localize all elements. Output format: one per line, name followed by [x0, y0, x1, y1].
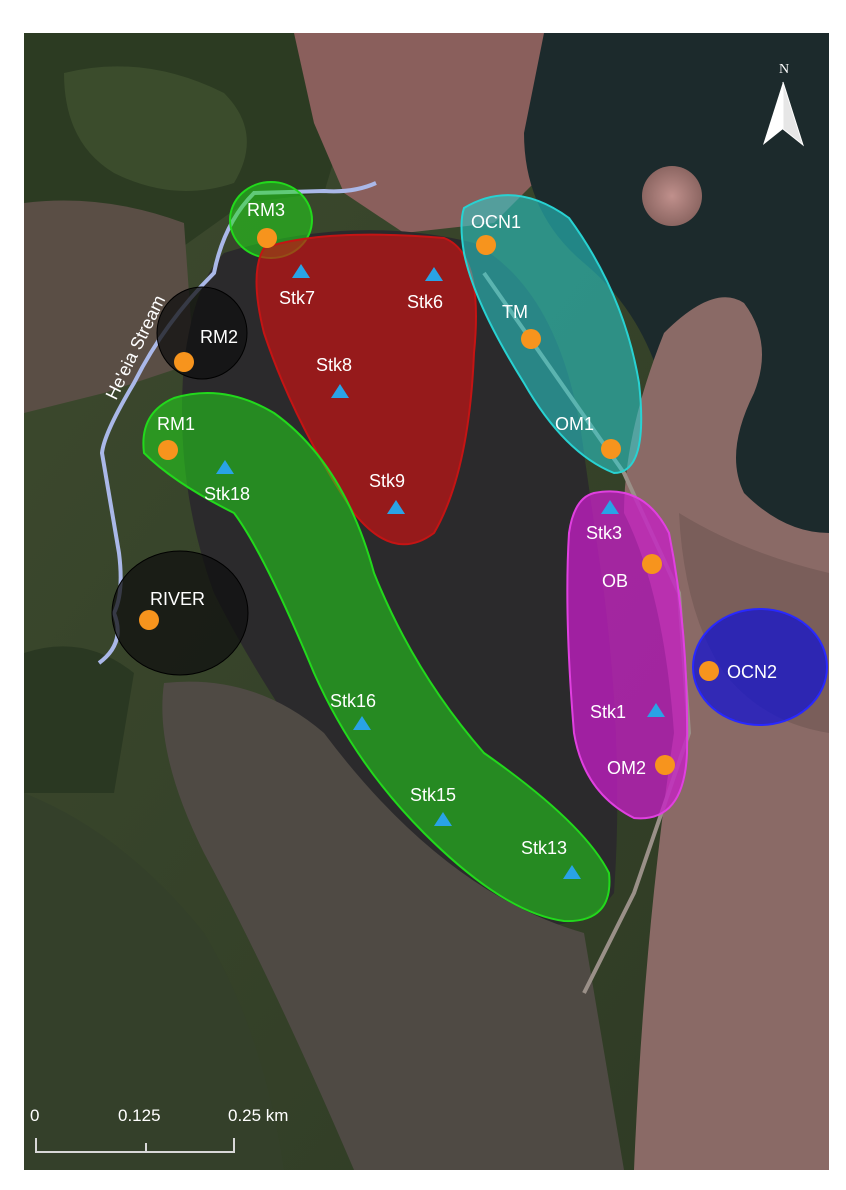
lowland-vegetation — [24, 793, 284, 1170]
station-label-om1: OM1 — [555, 414, 594, 434]
station-marker-ocn2 — [699, 661, 719, 681]
zone-river — [111, 550, 249, 676]
zone-green-large — [142, 392, 611, 923]
scale-bar — [35, 1138, 235, 1153]
station-label-stk7: Stk7 — [279, 288, 315, 308]
station-label-stk13: Stk13 — [521, 838, 567, 858]
station-marker-rm2 — [174, 352, 194, 372]
station-marker-stk15 — [434, 812, 452, 826]
station-marker-om1 — [601, 439, 621, 459]
zone-ocn2 — [692, 608, 828, 726]
scale-tick-end: 0.25 km — [228, 1106, 288, 1125]
station-label-rm3: RM3 — [247, 200, 285, 220]
station-marker-stk18 — [216, 460, 234, 474]
residential-area — [162, 681, 624, 1170]
station-label-tm: TM — [502, 302, 528, 322]
station-marker-stk6 — [425, 267, 443, 281]
station-label-stk18: Stk18 — [204, 484, 250, 504]
zone-magenta — [566, 490, 689, 820]
station-label-stk8: Stk8 — [316, 355, 352, 375]
station-marker-om2 — [655, 755, 675, 775]
station-marker-stk13 — [563, 865, 581, 879]
field-area — [24, 200, 194, 413]
station-marker-river — [139, 610, 159, 630]
scale-tick-0: 0 — [30, 1106, 39, 1125]
station-label-ocn2: OCN2 — [727, 662, 777, 682]
station-label-rm2: RM2 — [200, 327, 238, 347]
station-marker-stk9 — [387, 500, 405, 514]
station-label-ob: OB — [602, 571, 628, 591]
north-arrow-icon — [763, 81, 804, 147]
bay-water — [524, 33, 829, 573]
map-frame: He'eia Stream RM3 OCN1 TM RM2 OM1 RM1 OB… — [24, 33, 829, 1170]
station-label-stk9: Stk9 — [369, 471, 405, 491]
station-label-stk16: Stk16 — [330, 691, 376, 711]
mudflat-area — [294, 33, 584, 233]
patch-reef — [642, 166, 702, 226]
station-label-river: RIVER — [150, 589, 205, 609]
north-label: N — [779, 62, 789, 77]
fishpond-water — [182, 230, 618, 926]
station-marker-stk8 — [331, 384, 349, 398]
station-marker-ocn1 — [476, 235, 496, 255]
station-label-om2: OM2 — [607, 758, 646, 778]
station-marker-stk3 — [601, 500, 619, 514]
reef-flat — [624, 297, 829, 1170]
zone-red — [255, 233, 477, 546]
station-label-stk3: Stk3 — [586, 523, 622, 543]
station-label-stk15: Stk15 — [410, 785, 456, 805]
station-label-stk1: Stk1 — [590, 702, 626, 722]
satellite-map: He'eia Stream RM3 OCN1 TM RM2 OM1 RM1 OB… — [24, 33, 829, 1170]
station-marker-ob — [642, 554, 662, 574]
marsh-area — [24, 646, 134, 793]
station-marker-rm3 — [257, 228, 277, 248]
scale-tick-mid: 0.125 — [118, 1106, 161, 1125]
station-label-rm1: RM1 — [157, 414, 195, 434]
forest-patch — [64, 66, 247, 191]
station-marker-rm1 — [158, 440, 178, 460]
station-marker-tm — [521, 329, 541, 349]
station-marker-stk1 — [647, 703, 665, 717]
station-marker-stk7 — [292, 264, 310, 278]
station-marker-stk16 — [353, 716, 371, 730]
station-label-ocn1: OCN1 — [471, 212, 521, 232]
zone-cyan — [460, 194, 643, 475]
station-label-stk6: Stk6 — [407, 292, 443, 312]
